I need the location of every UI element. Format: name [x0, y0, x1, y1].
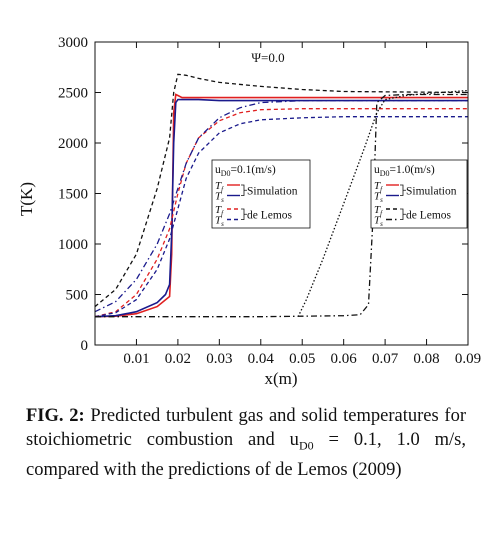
x-tick-label: 0.05: [289, 351, 315, 367]
figure-caption: FIG. 2: Predicted turbulent gas and soli…: [26, 404, 466, 482]
x-tick-label: 0.09: [455, 351, 481, 367]
x-tick-label: 0.01: [123, 351, 149, 367]
legend-symbol: Ts: [374, 191, 383, 205]
legend-symbol: Tf: [374, 180, 383, 194]
legend-symbol: Tf: [374, 204, 383, 218]
legend-box: [370, 159, 468, 229]
caption-text-rest: = 0.1, 1.0 m/s, compared with the predic…: [26, 430, 467, 480]
legend-title: uD0=1.0(m/s): [374, 164, 435, 178]
y-tick-label: 500: [66, 288, 89, 304]
legend-group-label: de Lemos: [406, 209, 452, 221]
legend-box: [211, 159, 311, 229]
caption-label: FIG. 2:: [26, 406, 85, 426]
series-line-7: [95, 93, 468, 318]
plot-area: 0 500 1000 1500 2000 2500 3000 0.01 0.02 0.03 0.04…: [58, 35, 481, 367]
legend-bracket: [241, 184, 247, 196]
series-line-6: [95, 99, 468, 313]
chart-title: Ψ=0.0: [251, 50, 284, 65]
x-tick-label: 0.03: [206, 351, 232, 367]
y-tick-label: 0: [81, 338, 89, 354]
y-tick-label: 3000: [58, 35, 88, 51]
caption-subscript: D0: [298, 438, 314, 453]
x-tick-label: 0.02: [165, 351, 191, 367]
temperature-chart: 0 500 1000 1500 2000 2500 3000 0.01 0.02 0.03 0.04…: [17, 35, 481, 388]
y-axis-label: T(K): [17, 182, 36, 216]
legend-title: uD0=0.1(m/s): [215, 164, 276, 178]
legend-symbol: Ts: [374, 215, 383, 229]
legend-group-label: Simulation: [406, 185, 457, 197]
y-tick-label: 1500: [58, 187, 88, 203]
legend-symbol: Ts: [215, 215, 224, 229]
y-tick-label: 2000: [58, 136, 88, 152]
legend-symbol: Tf: [215, 204, 224, 218]
x-tick-label: 0.07: [372, 351, 399, 367]
x-tick-label: 0.08: [413, 351, 439, 367]
series-line-8: [297, 89, 468, 317]
legend-bracket: [241, 208, 247, 220]
series-line-4: [95, 116, 468, 318]
legend-bracket: [400, 184, 406, 196]
legend-group-label: Simulation: [247, 185, 298, 197]
legend-group-label: de Lemos: [247, 209, 293, 221]
legend-bracket: [400, 208, 406, 220]
series-line-2: [95, 98, 468, 318]
legend-symbol: Tf: [215, 180, 224, 194]
y-tick-label: 2500: [58, 86, 88, 102]
x-tick-label: 0.04: [248, 351, 275, 367]
caption-text: Predicted turbulent gas and solid temper…: [26, 406, 466, 450]
y-tick-label: 1000: [58, 237, 88, 253]
series-line-1: [95, 93, 468, 318]
legend-symbol: Ts: [215, 191, 224, 205]
series-line-5: [95, 73, 468, 308]
x-axis-label: x(m): [264, 369, 297, 388]
x-tick-label: 0.06: [331, 351, 358, 367]
